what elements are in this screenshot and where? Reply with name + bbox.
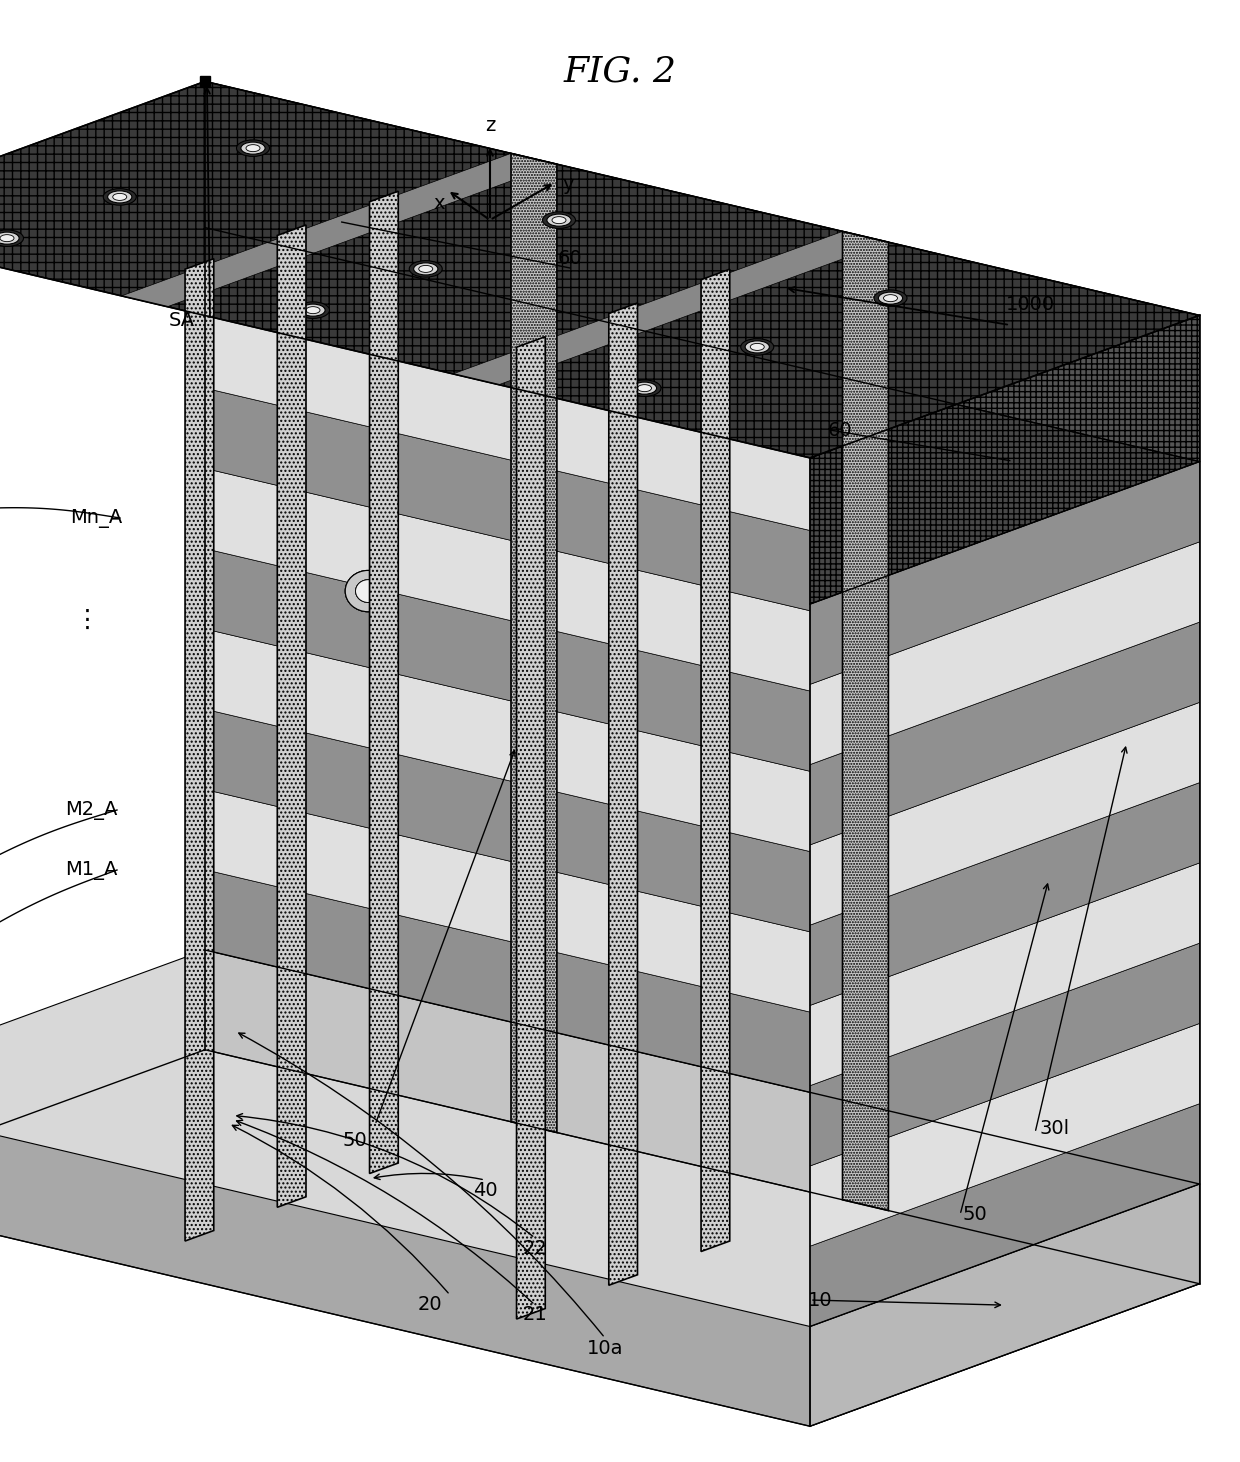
Ellipse shape [547,213,572,227]
Polygon shape [122,154,557,307]
Polygon shape [205,228,1199,542]
Polygon shape [810,1184,1199,1427]
Ellipse shape [419,266,433,272]
Text: y: y [563,175,574,194]
Polygon shape [810,1023,1199,1246]
Polygon shape [701,269,730,1251]
Polygon shape [370,192,398,1174]
Ellipse shape [750,344,764,351]
Ellipse shape [0,232,19,244]
Ellipse shape [103,189,136,205]
Polygon shape [810,863,1199,1086]
Polygon shape [0,82,1199,458]
Text: M1_A: M1_A [64,861,118,880]
Ellipse shape [552,216,565,224]
Polygon shape [205,950,1199,1284]
Text: Mn_A: Mn_A [69,509,123,528]
Ellipse shape [543,212,575,228]
Ellipse shape [356,580,381,602]
Polygon shape [0,950,1199,1326]
Text: z: z [485,115,495,135]
Polygon shape [810,542,1199,765]
Polygon shape [205,870,1199,1184]
Ellipse shape [883,295,898,301]
Ellipse shape [356,580,381,602]
Text: 60: 60 [558,249,583,268]
Ellipse shape [637,385,651,392]
Text: x: x [434,194,445,213]
Ellipse shape [296,301,330,319]
Polygon shape [278,225,306,1208]
Ellipse shape [241,142,265,154]
Polygon shape [609,303,637,1285]
Ellipse shape [345,570,391,611]
Bar [200,76,210,86]
Ellipse shape [345,570,391,611]
Text: 20: 20 [418,1295,443,1314]
Ellipse shape [414,263,438,275]
Ellipse shape [0,230,24,247]
Text: 50: 50 [342,1130,367,1149]
Polygon shape [453,231,888,385]
Text: 22: 22 [522,1238,547,1257]
Polygon shape [205,308,1199,623]
Text: 30l: 30l [1040,1118,1070,1137]
Polygon shape [810,462,1199,684]
Ellipse shape [874,289,906,307]
Ellipse shape [409,260,443,278]
Polygon shape [810,623,1199,845]
Ellipse shape [878,292,903,304]
Text: M2_A: M2_A [64,801,118,820]
Ellipse shape [345,570,391,611]
Ellipse shape [627,380,661,396]
Ellipse shape [0,234,14,241]
Text: SA: SA [169,310,195,329]
Polygon shape [810,702,1199,925]
Polygon shape [842,231,888,1211]
Polygon shape [205,387,1199,702]
Text: 40: 40 [472,1180,497,1199]
Polygon shape [205,789,1199,1104]
Text: 10: 10 [807,1291,832,1310]
Ellipse shape [632,382,657,395]
Polygon shape [511,154,557,1133]
Polygon shape [517,336,546,1319]
Ellipse shape [113,193,126,200]
Ellipse shape [740,339,774,355]
Ellipse shape [301,304,325,316]
Ellipse shape [108,192,131,203]
Ellipse shape [246,145,260,152]
Text: 50: 50 [962,1206,987,1225]
Ellipse shape [745,341,769,352]
Polygon shape [205,709,1199,1023]
Polygon shape [810,1104,1199,1326]
Text: 21: 21 [522,1306,547,1325]
Polygon shape [205,629,1199,943]
Text: FIG. 2: FIG. 2 [563,56,677,89]
Polygon shape [810,316,1199,604]
Polygon shape [205,468,1199,782]
Polygon shape [0,1050,1199,1427]
Polygon shape [185,259,213,1241]
Ellipse shape [237,140,269,156]
Ellipse shape [356,580,381,602]
Polygon shape [205,82,1199,462]
Text: 1000: 1000 [1006,295,1054,314]
Polygon shape [810,943,1199,1167]
Text: ⋮: ⋮ [74,608,100,632]
Polygon shape [810,782,1199,1006]
Text: 60: 60 [827,421,852,440]
Text: 10a: 10a [587,1339,624,1358]
Polygon shape [205,548,1199,863]
Ellipse shape [306,307,320,314]
